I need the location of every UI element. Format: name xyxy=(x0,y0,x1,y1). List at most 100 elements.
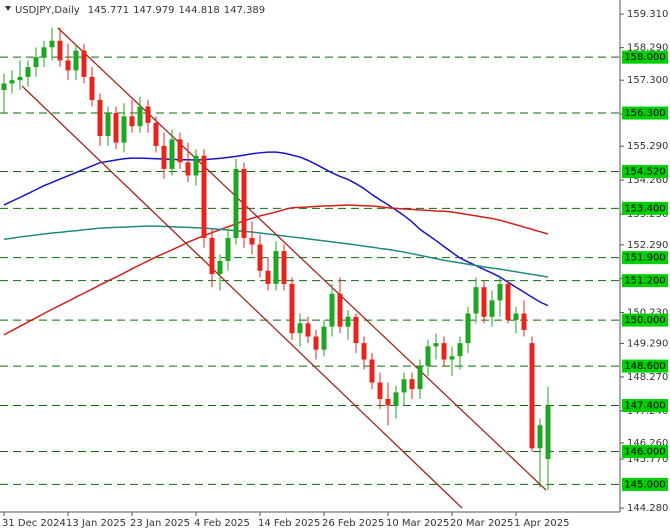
level-label-box xyxy=(622,359,668,373)
candle-body xyxy=(57,40,63,61)
level-label-box xyxy=(622,274,668,288)
candle-body xyxy=(489,300,495,317)
menu-icon[interactable] xyxy=(5,6,11,11)
candle-body xyxy=(241,168,247,238)
x-tick-label: 10 Mar 2025 xyxy=(386,518,449,529)
candle-body xyxy=(361,343,367,360)
candle-body xyxy=(433,343,439,347)
candle-body xyxy=(497,283,503,301)
candle-body xyxy=(169,139,175,169)
channel-line xyxy=(21,85,463,509)
candle-body xyxy=(153,122,159,146)
candle-body xyxy=(185,162,191,176)
candle-body xyxy=(217,260,223,275)
candle-body xyxy=(49,40,55,48)
candle-body xyxy=(17,76,23,81)
level-label: 148.600 xyxy=(624,361,665,372)
x-tick-label: 20 Mar 2025 xyxy=(450,518,513,529)
x-tick-label: 4 Feb 2025 xyxy=(194,518,250,529)
candle-body xyxy=(473,287,479,314)
y-tick-label: 144.280 xyxy=(627,503,668,514)
x-tick-label: 23 Jan 2025 xyxy=(130,518,190,529)
candle-body xyxy=(209,237,215,275)
candle-body xyxy=(337,293,343,327)
candle-body xyxy=(161,145,167,169)
y-tick-label: 145.770 xyxy=(627,454,668,465)
candle-body xyxy=(249,237,255,245)
moving-average xyxy=(3,204,549,336)
candle-body xyxy=(193,155,199,176)
level-label-box xyxy=(622,50,668,64)
candle-body xyxy=(73,50,79,71)
candle-body xyxy=(65,60,71,71)
y-tick-label: 155.290 xyxy=(627,141,668,152)
candle-body xyxy=(513,313,519,321)
candle-body xyxy=(177,139,183,163)
moving-average xyxy=(3,151,549,307)
level-label: 156.300 xyxy=(624,108,665,119)
level-label-box xyxy=(622,165,668,179)
y-tick-label: 152.290 xyxy=(627,240,668,251)
candle-body xyxy=(313,336,319,350)
candle-body xyxy=(345,316,351,327)
candle-body xyxy=(97,99,103,137)
candle-body xyxy=(81,50,87,77)
level-label-box xyxy=(622,445,668,459)
level-label: 145.000 xyxy=(624,479,665,490)
candle-body xyxy=(225,237,231,261)
candle-body xyxy=(41,47,47,58)
candle-body xyxy=(369,359,375,383)
candle-body xyxy=(425,346,431,367)
candle-body xyxy=(353,316,359,344)
level-label: 151.900 xyxy=(624,253,665,264)
candle-body xyxy=(529,343,535,449)
candle-body xyxy=(449,356,455,360)
candle-body xyxy=(457,343,463,357)
y-tick-label: 157.300 xyxy=(627,75,668,86)
x-tick-label: 14 Feb 2025 xyxy=(258,518,320,529)
level-label: 153.400 xyxy=(624,203,665,214)
candle-body xyxy=(321,326,327,350)
candle-body xyxy=(417,366,423,390)
axis-layer: 159.310158.290157.300156.270155.290154.2… xyxy=(2,9,668,529)
candle-body xyxy=(545,405,551,460)
candle-body xyxy=(409,379,415,390)
level-label: 151.200 xyxy=(624,276,665,287)
level-label-box xyxy=(622,313,668,327)
open-value: 145.771 xyxy=(88,5,129,16)
x-tick-label: 31 Dec 2024 xyxy=(2,518,66,529)
candle-body xyxy=(281,251,287,284)
candle-body xyxy=(9,80,15,84)
level-label: 150.000 xyxy=(624,315,665,326)
candle-body xyxy=(297,323,303,334)
candle-body xyxy=(89,76,95,100)
level-label: 158.000 xyxy=(624,52,665,63)
candle-body xyxy=(129,116,135,127)
y-tick-label: 149.290 xyxy=(627,338,668,349)
y-tick-label: 148.270 xyxy=(627,372,668,383)
high-value: 147.979 xyxy=(133,5,174,16)
x-tick-label: 26 Feb 2025 xyxy=(322,518,384,529)
candle-body xyxy=(521,313,527,330)
low-value: 144.818 xyxy=(178,5,219,16)
candle-body xyxy=(1,83,7,91)
candle-body xyxy=(289,283,295,334)
x-tick-label: 13 Jan 2025 xyxy=(66,518,126,529)
candle-body xyxy=(233,168,239,238)
candle-body xyxy=(377,382,383,399)
candle-body xyxy=(145,106,151,123)
candle-body xyxy=(385,398,391,406)
y-tick-label: 146.260 xyxy=(627,438,668,449)
candle-body xyxy=(137,106,143,127)
candle-body xyxy=(25,67,31,77)
candle-body xyxy=(201,155,207,238)
candle-body xyxy=(33,57,39,68)
level-label: 146.000 xyxy=(624,447,665,458)
candle-body xyxy=(257,244,263,271)
level-label-box xyxy=(622,201,668,215)
candle-body xyxy=(465,313,471,344)
candle-body xyxy=(105,113,111,137)
level-label-box xyxy=(622,251,668,265)
